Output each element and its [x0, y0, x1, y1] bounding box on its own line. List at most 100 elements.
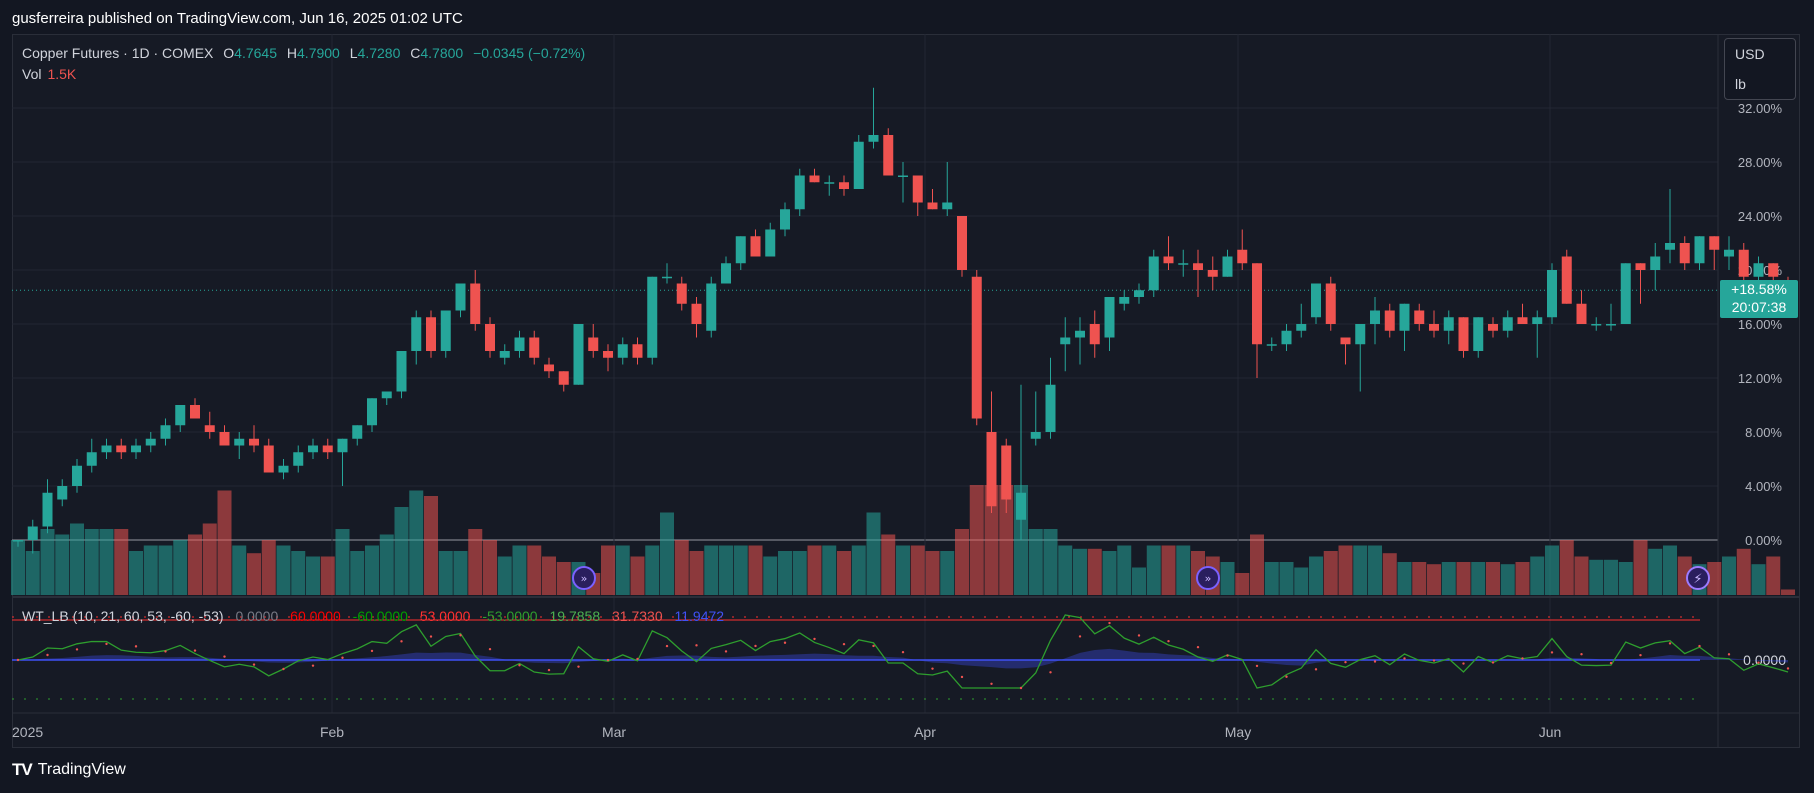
currency-label[interactable]: USD	[1735, 46, 1765, 62]
volume-bar	[1486, 562, 1500, 595]
indicator-wt2-dot	[164, 650, 167, 653]
unit-label[interactable]: lb	[1735, 76, 1746, 92]
indicator-wt2-dot	[193, 649, 197, 652]
volume-bar	[99, 529, 114, 595]
volume-bar	[1412, 562, 1427, 595]
candle-body	[1606, 324, 1616, 326]
volume-bar	[129, 551, 143, 595]
candle-body	[57, 486, 68, 500]
candle-body	[942, 202, 953, 210]
indicator-wt2-dot	[1462, 662, 1465, 665]
volume-bar	[1530, 556, 1545, 595]
event-marker-icon	[572, 566, 596, 590]
candle-body	[219, 432, 230, 446]
volume-bar	[424, 496, 438, 595]
indicator-wt2-dot	[577, 665, 580, 668]
y-axis-tick-label: 4.00%	[1745, 479, 1782, 494]
volume-bar	[1766, 556, 1781, 595]
candle-body	[1532, 317, 1543, 324]
volume-bar	[409, 490, 424, 595]
volume-bar	[1338, 545, 1353, 595]
indicator-wt2-dot	[1019, 686, 1023, 690]
candle-body	[1370, 310, 1380, 324]
last-price-tag: +18.58% 20:07:38	[1720, 280, 1798, 318]
volume-bar	[719, 545, 733, 595]
candle-body	[957, 216, 967, 270]
volume-bar	[1294, 567, 1309, 595]
volume-bar	[1117, 545, 1132, 595]
candle-body	[485, 324, 495, 351]
indicator-wt2-dot	[1314, 668, 1318, 671]
y-axis-tick-label: 12.00%	[1738, 371, 1783, 386]
indicator-axis-label: 0.0000	[1743, 652, 1786, 668]
volume-bar	[542, 556, 556, 595]
event-marker-glyph: »	[1205, 572, 1212, 585]
candle-body	[1635, 263, 1646, 270]
tradingview-footer[interactable]: TV TradingView	[12, 760, 126, 780]
candle-body	[426, 317, 436, 351]
indicator-wt2-dots	[16, 621, 1790, 690]
unit-selector[interactable]: USD lb	[1724, 38, 1796, 100]
volume-bar	[1353, 545, 1368, 595]
volume-bar	[1707, 562, 1722, 595]
indicator-wt2-dot	[1049, 671, 1052, 674]
candle-body	[883, 135, 894, 176]
volume-bar	[910, 545, 925, 595]
volume-bar	[615, 545, 630, 595]
volume-bar	[468, 529, 483, 595]
volume-bar	[527, 545, 542, 595]
chart-frame[interactable]	[12, 34, 1800, 748]
volume-bar	[984, 485, 999, 595]
candle-body	[499, 351, 510, 358]
tradingview-logo-icon: TV	[12, 760, 33, 779]
candle-body	[617, 344, 628, 358]
indicator-wt2-dot	[370, 649, 374, 653]
indicator-wt2-dot	[1403, 657, 1406, 660]
volume-bar	[1073, 548, 1087, 595]
indicator-wt2-dot	[1521, 657, 1524, 660]
volume-bar	[822, 545, 837, 595]
volume-bar	[778, 551, 792, 595]
volume-bar	[689, 551, 704, 595]
candle-body	[1502, 317, 1513, 331]
indicator-value-4: 53.0000	[419, 608, 471, 624]
indicator-wt2-dot	[1432, 659, 1436, 662]
volume-bar	[483, 540, 497, 595]
candle-body	[1355, 324, 1366, 345]
indicator-wt2-dot	[16, 658, 20, 662]
volume-label: Vol	[22, 66, 42, 82]
publish-header: gusferreira published on TradingView.com…	[12, 10, 463, 27]
volume-bar	[232, 545, 247, 595]
volume-bar	[158, 545, 173, 595]
indicator-wt2-dot	[223, 655, 226, 658]
indicator-wt2-dot	[1255, 664, 1259, 668]
indicator-wt2-dot	[134, 645, 138, 648]
indicator-wt2-dot	[960, 675, 964, 679]
candle-body	[234, 438, 245, 446]
price-tag-percent: +18.58%	[1731, 281, 1787, 297]
candle-body	[455, 283, 466, 311]
candle-body	[1089, 324, 1100, 345]
indicator-wt2-dot	[606, 658, 610, 662]
volume-bar	[1102, 551, 1117, 595]
indicator-wt2-dot	[665, 644, 669, 648]
candle-body	[86, 452, 97, 466]
volume-bar	[851, 545, 866, 595]
volume-bar	[630, 556, 645, 595]
low-label: L	[349, 45, 358, 61]
volume-bar	[1589, 559, 1604, 595]
volume-bar	[896, 545, 910, 595]
candle-body	[381, 391, 392, 399]
volume-bar	[70, 523, 84, 595]
y-axis-tick-label: 28.00%	[1738, 155, 1783, 170]
candle-body	[293, 452, 304, 466]
candle-body	[1045, 384, 1056, 432]
indicator-wt2-dot	[1639, 653, 1642, 657]
indicator-wt2-dot	[1757, 661, 1760, 664]
indicator-wt2-dot	[1285, 675, 1288, 678]
candle-body	[308, 445, 318, 453]
candle-body	[706, 283, 717, 331]
volume-bar	[291, 551, 306, 595]
candle-body	[1429, 324, 1439, 331]
